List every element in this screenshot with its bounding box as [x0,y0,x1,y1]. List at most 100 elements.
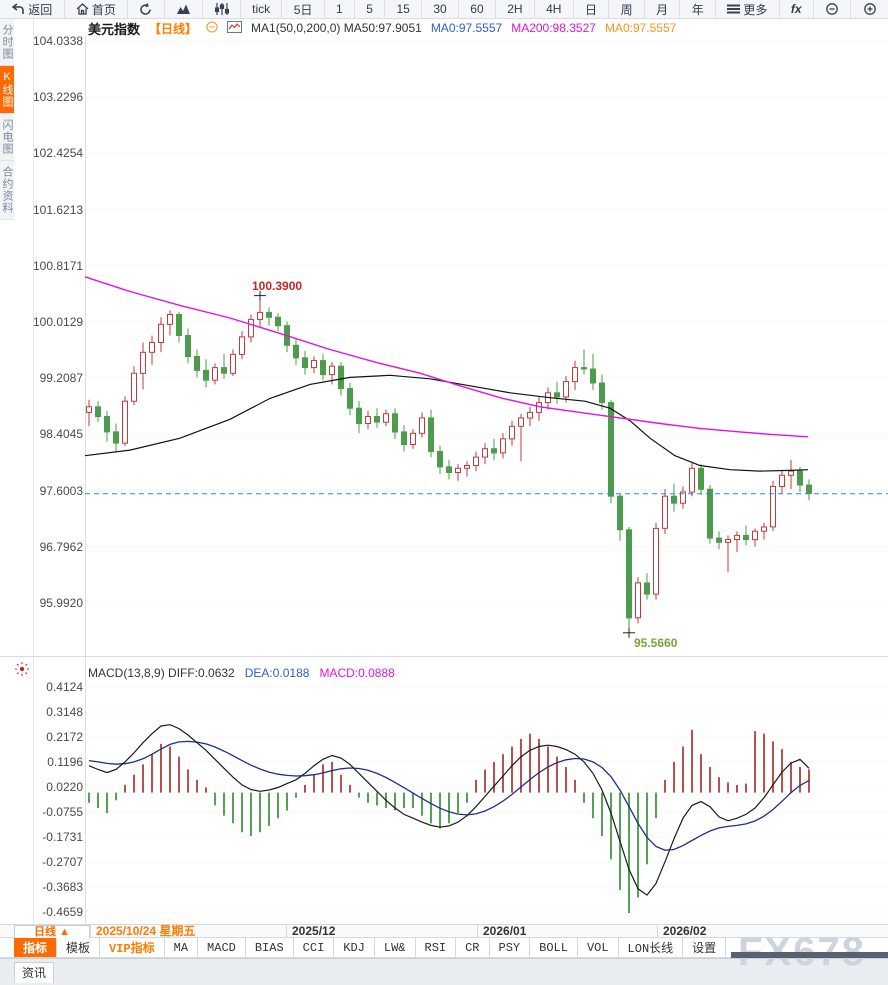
interval-2h-button[interactable]: 2H [496,0,535,18]
tab-cci[interactable]: CCI [294,938,335,957]
high-price-annotation: 100.3900 [252,279,303,293]
ma-settings-label: MA1(50,0,200,0) MA50:97.9051 [251,21,422,35]
mini-chart-icon[interactable] [227,20,243,36]
collapse-indicator-icon[interactable] [206,21,218,36]
price-axis-label: 95.9920 [39,596,83,610]
macd-title: MACD(13,8,9) DIFF:0.0632 [88,666,235,680]
tab-boll[interactable]: BOLL [530,938,578,957]
toolbar-label: 15 [396,2,410,16]
tab-psy[interactable]: PSY [490,938,531,957]
interval-5-button[interactable]: 5 [355,0,386,18]
interval-5day-button[interactable]: 5日 [282,0,325,18]
price-axis-label: 100.8171 [33,258,84,273]
macd-axis-label: 0.3148 [46,705,83,719]
area-chart-button[interactable] [165,0,204,18]
ma200-value: MA200:98.3527 [511,21,596,35]
month-label: 2025/12 [292,924,336,938]
more-button[interactable]: 更多 [716,0,780,18]
toolbar-label: 周 [620,2,633,17]
tab-macd[interactable]: MACD [198,938,246,957]
toolbar-label: 1 [335,2,343,16]
tab-kdj[interactable]: KDJ [334,938,375,957]
home-icon [76,3,89,15]
toolbar-label: 5日 [293,2,313,17]
bottom-bar: 资讯 [0,958,888,985]
macd-axis-label: 0.0220 [46,780,83,794]
interval-tick-button[interactable]: tick [241,0,283,18]
interval-week-button[interactable]: 周 [609,0,645,18]
horizontal-scrollbar-thumb[interactable] [731,952,888,958]
candle-chart-button[interactable] [203,0,241,18]
sidebar-item-contract-info[interactable]: 合约资料 [0,161,14,220]
month-label: 2026/01 [483,924,527,938]
tab-ma[interactable]: MA [165,938,199,957]
tab-templates[interactable]: 模板 [57,938,101,957]
candles-icon [214,3,229,15]
news-tab[interactable]: 资讯 [14,962,54,983]
interval-4h-button[interactable]: 4H [535,0,574,18]
macd-axis-label: 0.2172 [46,730,83,744]
interval-15-button[interactable]: 15 [385,0,423,18]
macd-axis-label: 0.4124 [46,680,83,694]
tab-lw[interactable]: LW& [375,938,416,957]
zoom-out-button[interactable] [814,0,852,18]
price-axis-label: 97.6003 [39,483,83,498]
interval-1-button[interactable]: 1 [325,0,355,18]
macd-axis-label: -0.4659 [42,905,83,919]
tab-bias[interactable]: BIAS [246,938,294,957]
sidebar-item-time-chart[interactable]: 分时图 [0,19,14,66]
price-axis-label: 104.0338 [33,34,84,48]
price-axis-label: 99.2087 [39,371,83,386]
toolbar-label: tick [252,2,271,16]
toolbar-label: 4H [546,2,562,16]
home-button[interactable]: 首页 [65,0,129,18]
month-label: 2026/02 [663,924,707,938]
toolbar-label: 30 [433,2,447,16]
panel-divider [0,656,888,657]
crosshair-date-label: 2025/10/24 星期五 [96,924,196,938]
date-cell-divider [286,925,287,937]
fx-indicator-button[interactable]: fx [780,0,814,18]
toolbar-label: 月 [656,2,669,17]
sidebar-item-flash-chart[interactable]: 闪电图 [0,114,14,161]
macd-axis-label: -0.2707 [42,855,83,869]
tab-settings[interactable]: 设置 [683,938,727,957]
toolbar-label: 日 [585,2,598,17]
interval-day-button[interactable]: 日 [574,0,610,18]
indicator-marker-icon[interactable] [14,661,30,677]
low-price-annotation: 95.5660 [634,636,678,650]
tab-vip-indicators[interactable]: VIP指标 [100,938,165,957]
date-axis-row: 日线 ▲ 2025/10/24 星期五 2025/12 2026/01 2026/0… [0,924,888,939]
toolbar-label: 年 [691,2,704,17]
refresh-icon [139,2,152,16]
tab-vol[interactable]: VOL [578,938,619,957]
interval-30-button[interactable]: 30 [422,0,459,18]
interval-60-button[interactable]: 60 [459,0,496,18]
interval-year-button[interactable]: 年 [680,0,717,18]
price-axis-label: 103.2296 [33,90,84,105]
macd-axis-label: -0.0755 [42,805,83,819]
period-selector[interactable]: 日线 ▲ [14,925,90,939]
tab-cr[interactable]: CR [456,938,490,957]
period-label: 【日线】 [149,21,198,36]
price-axis-label: 98.4045 [39,427,83,442]
chart-type-sidebar: 分时图 K线图 闪电图 合约资料 [0,19,14,220]
toolbar-label: 返回 [28,2,53,17]
interval-month-button[interactable]: 月 [645,0,681,18]
ma0-blue-value: MA0:97.5557 [430,21,503,35]
macd-axis-label: -0.3683 [42,880,83,894]
tab-indicators[interactable]: 指标 [14,938,58,957]
macd-value: MACD:0.0888 [319,666,395,680]
tab-lon[interactable]: LON长线 [619,938,684,957]
refresh-button[interactable] [128,0,165,18]
top-toolbar: 返回 首页 tick 5日 1 5 15 30 60 2H 4H 日 周 月 年更多 fx [0,0,888,19]
macd-axis-label: 0.1196 [47,755,83,769]
zoomin-icon [863,2,877,16]
sidebar-item-kline-chart[interactable]: K线图 [0,66,14,114]
back-icon [11,3,25,15]
zoom-in-button[interactable] [851,0,888,18]
tab-rsi[interactable]: RSI [416,938,457,957]
back-button[interactable]: 返回 [0,0,65,18]
